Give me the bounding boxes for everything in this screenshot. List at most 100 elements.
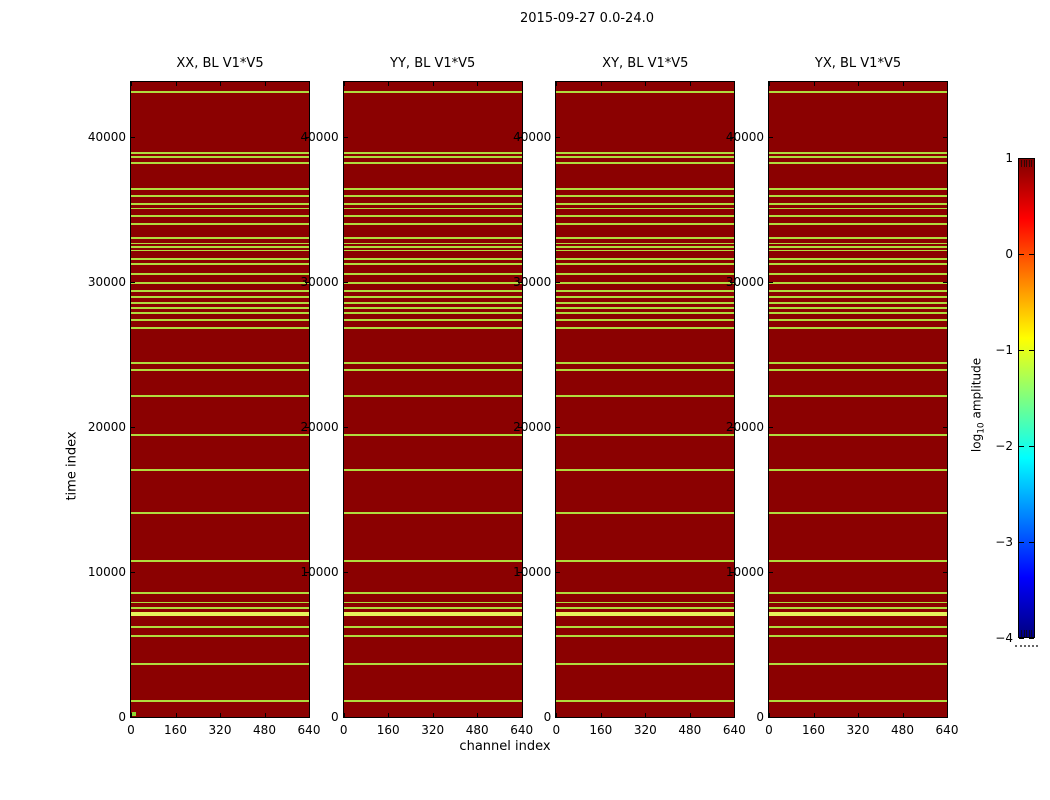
x-axis-label: channel index [459,739,551,754]
rfi-stripe [131,312,309,314]
rfi-stripe [556,222,735,225]
rfi-stripe [343,156,522,158]
colorbar-dotted-line [1015,645,1038,647]
rfi-stripe [343,246,522,248]
y-tick-mark [343,282,348,284]
y-tick-mark [131,572,135,573]
y-tick-mark [769,137,773,139]
panel-title: XY, BL V1*V5 [602,56,689,71]
rfi-stripe [343,607,522,609]
y-tick-mark [517,137,522,139]
colorbar-tick-mark [1029,446,1034,447]
rfi-stripe [556,302,735,304]
x-tick-label: 320 [208,723,232,737]
x-tick-label: 160 [802,723,825,737]
x-tick-mark [556,82,558,86]
x-tick-mark [813,82,815,86]
rfi-stripe [131,327,309,330]
colorbar-hatch-mark [1026,629,1027,637]
y-tick-label: 30000 [725,275,764,290]
x-tick-label: 0 [552,723,561,737]
y-tick-mark [305,572,309,573]
rfi-stripe [343,151,522,154]
x-tick-mark [858,713,859,717]
colorbar-label: log10 amplitude [969,358,986,452]
colorbar-tick-mark [1029,350,1034,351]
rfi-stripe [131,395,309,398]
rfi-stripe [343,511,522,514]
y-tick-label: 10000 [87,565,126,579]
colorbar-tick-mark [1029,638,1034,639]
x-tick-mark [600,713,602,717]
rfi-stripe [556,203,735,205]
panel-title: YY, BL V1*V5 [390,56,476,71]
rfi-stripe [556,362,735,365]
rfi-stripe [769,700,947,703]
rfi-stripe [556,214,735,217]
rfi-stripe [131,188,309,191]
rfi-stripe [343,319,522,322]
rfi-stripe [131,607,309,609]
rfi-stripe [343,700,522,703]
y-tick-mark [343,572,348,573]
rfi-stripe [131,700,309,703]
rfi-stripe [769,663,947,666]
rfi-stripe [556,468,735,471]
rfi-stripe [343,663,522,666]
x-tick-mark [645,82,647,86]
rfi-stripe [343,369,522,371]
x-tick-label: 160 [376,723,400,737]
x-tick-mark [734,713,736,717]
rfi-stripe [769,91,947,94]
rfi-stripe [343,434,522,436]
rfi-stripe [556,591,735,594]
y-tick-mark [556,137,561,139]
rfi-stripe [556,257,735,260]
rfi-stripe [343,312,522,314]
rfi-stripe [343,362,522,365]
rfi-stripe [556,249,735,252]
y-tick-label: 10000 [513,565,552,579]
rfi-stripe [556,272,735,275]
y-tick-mark [730,137,735,139]
y-tick-mark [556,427,561,428]
x-tick-mark [432,82,434,86]
colorbar-tick-label: −2 [995,439,1013,453]
rfi-stripe [556,207,735,210]
rfi-stripe [131,91,309,94]
x-tick-mark [388,82,390,86]
rfi-stripe [343,307,522,309]
x-tick-label: 320 [421,723,445,737]
rfi-stripe [131,272,309,275]
y-tick-mark [131,137,135,139]
colorbar-hatch-mark [1021,629,1022,637]
rfi-stripe [556,188,735,191]
rfi-stripe [556,626,735,629]
x-tick-label: 0 [339,723,348,737]
rfi-stripe [769,246,947,248]
rfi-stripe [343,281,522,284]
rfi-stripe [769,626,947,629]
colorbar-tick-label: 0 [1005,247,1013,261]
rfi-stripe [343,222,522,225]
rfi-stripe [769,362,947,365]
x-tick-mark [388,713,390,717]
rfi-stripe [769,249,947,252]
colorbar-tick-mark [1029,542,1034,543]
y-tick-mark [769,572,773,573]
rfi-stripe [769,263,947,266]
y-tick-label: 0 [331,710,339,724]
rfi-stripe [769,369,947,371]
rfi-stripe [343,162,522,164]
y-tick-mark [305,282,309,284]
rfi-stripe [343,468,522,471]
y-tick-mark [517,427,522,428]
rfi-stripe [131,242,309,245]
y-tick-mark [769,282,773,284]
rfi-stripe [556,700,735,703]
colorbar-hatch-mark [1031,159,1032,167]
rfi-stripe [556,296,735,298]
colorbar-label-sub: 10 [976,422,987,434]
rfi-stripe [343,302,522,304]
rfi-stripe [343,91,522,94]
